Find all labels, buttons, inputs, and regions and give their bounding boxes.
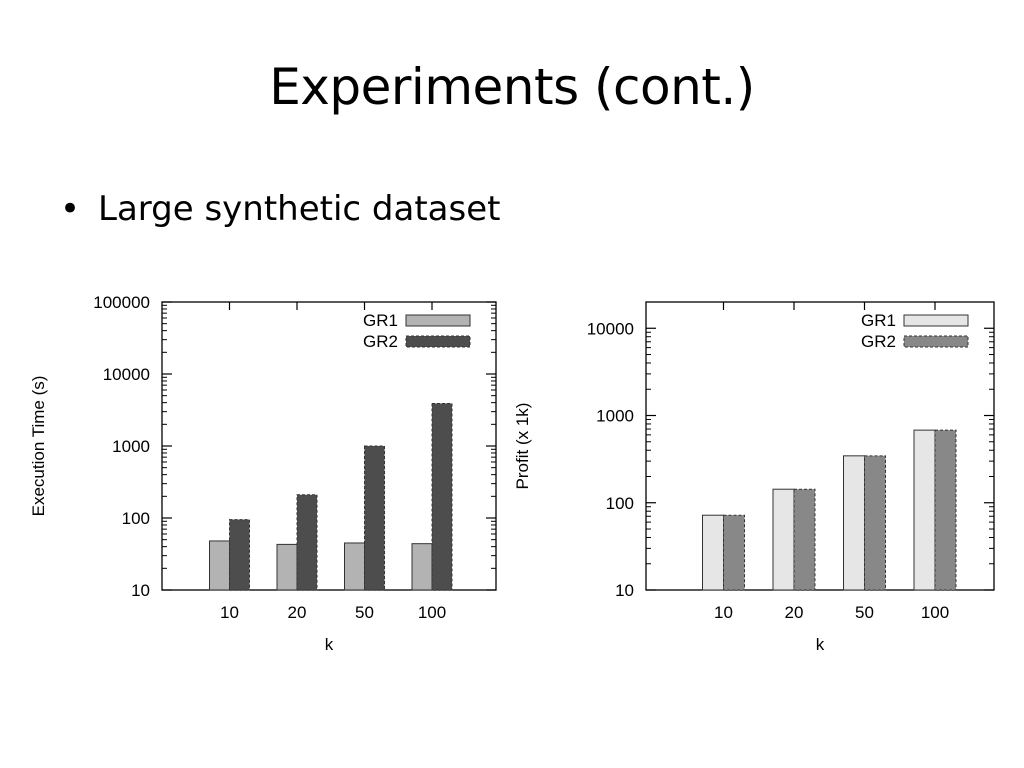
profit-x-tick-label: 10 xyxy=(714,603,733,622)
profit-bar-gr2-100 xyxy=(934,429,957,591)
profit-y-tick-label: 1000 xyxy=(596,407,634,426)
time-bar-gr1-50 xyxy=(344,542,365,591)
time-bar-gr1-10 xyxy=(209,540,230,591)
profit-chart-svg: 10 100 1000 10000 10 20 50 100 GR1 GR2 k Profit (x … xyxy=(513,301,995,654)
profit-legend-label-gr1: GR1 xyxy=(861,311,896,330)
time-x-tick-label: 10 xyxy=(220,603,239,622)
time-x-axis-label: k xyxy=(325,635,334,654)
profit-bar-gr2-20 xyxy=(793,488,816,591)
profit-plot-frame xyxy=(645,301,995,591)
time-y-axis-label: Execution Time (s) xyxy=(29,376,48,517)
profit-bar-gr1-20 xyxy=(772,488,795,591)
slide-title: Experiments (cont.) xyxy=(269,58,755,116)
bullet-text: Large synthetic dataset xyxy=(98,189,501,229)
profit-y-tick-label: 10000 xyxy=(587,319,634,338)
profit-bar-gr1-10 xyxy=(702,514,724,591)
time-y-tick-label: 10000 xyxy=(103,365,150,384)
time-y-tick-label: 100 xyxy=(122,509,150,528)
profit-x-tick-label: 100 xyxy=(921,603,949,622)
time-x-tick-label: 100 xyxy=(418,603,446,622)
profit-x-tick-label: 50 xyxy=(855,603,874,622)
profit-legend-label-gr2: GR2 xyxy=(861,332,896,351)
profit-legend-swatch-gr2 xyxy=(903,335,969,348)
time-legend-swatch-gr2 xyxy=(405,335,471,348)
execution-time-chart: 10 100 1000 10000 100000 10 20 50 100 GR1 GR2 k Exec… xyxy=(20,290,510,675)
profit-chart: 10 100 1000 10000 10 20 50 100 GR1 GR2 k Profit (x … xyxy=(510,290,1010,675)
profit-bar-gr1-50 xyxy=(843,455,865,591)
time-y-tick-label: 100000 xyxy=(93,293,150,312)
profit-y-tick-label: 100 xyxy=(606,494,634,513)
time-legend-label-gr2: GR2 xyxy=(363,332,398,351)
profit-bar-gr1-100 xyxy=(913,429,936,591)
time-bar-gr2-20 xyxy=(296,494,318,591)
time-bar-gr2-10 xyxy=(229,519,250,591)
bullet-icon: • xyxy=(60,189,81,229)
time-x-tick-label: 50 xyxy=(355,603,374,622)
profit-x-tick-label: 20 xyxy=(785,603,804,622)
profit-y-tick-label: 10 xyxy=(615,581,634,600)
time-x-tick-label: 20 xyxy=(288,603,307,622)
time-bar-gr1-20 xyxy=(276,543,298,591)
time-y-tick-label: 1000 xyxy=(112,437,150,456)
profit-y-axis-label: Profit (x 1k) xyxy=(513,403,532,490)
time-legend-label-gr1: GR1 xyxy=(363,311,398,330)
profit-legend-swatch-gr1 xyxy=(903,314,969,327)
time-bar-gr2-50 xyxy=(364,445,385,591)
time-legend-swatch-gr1 xyxy=(405,314,471,327)
time-bar-gr1-100 xyxy=(411,543,433,591)
profit-x-axis-label: k xyxy=(816,635,825,654)
time-y-tick-label: 10 xyxy=(131,581,150,600)
time-bar-gr2-100 xyxy=(431,402,453,591)
profit-bar-gr2-10 xyxy=(723,514,745,591)
execution-time-chart-svg: 10 100 1000 10000 100000 10 20 50 100 GR1 GR2 k Exec… xyxy=(29,293,497,654)
profit-bar-gr2-50 xyxy=(864,455,886,591)
bullet-item: • Large synthetic dataset xyxy=(60,192,500,226)
